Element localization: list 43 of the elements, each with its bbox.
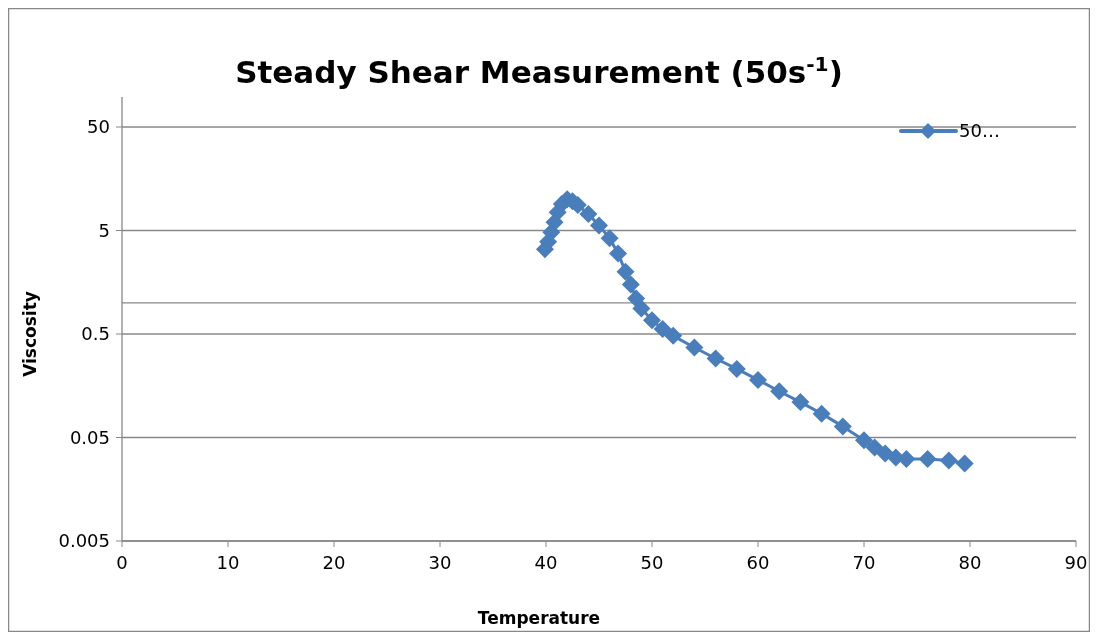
- x-tick-label: 60: [746, 552, 770, 573]
- point: [616, 262, 635, 281]
- point: [727, 359, 746, 378]
- x-tick-label: 10: [216, 552, 240, 573]
- y-axis-title: Viscosity: [20, 291, 40, 377]
- x-tick-label: 80: [958, 552, 982, 573]
- point: [865, 438, 884, 457]
- x-tick-label: 0: [116, 552, 128, 573]
- point: [621, 275, 640, 294]
- point: [609, 244, 628, 263]
- point: [600, 229, 619, 248]
- chart-title: Steady Shear Measurement (50s$^{-1}$): [235, 52, 843, 90]
- point: [579, 205, 598, 224]
- point: [664, 326, 683, 345]
- point: [653, 319, 672, 338]
- point: [939, 451, 958, 470]
- y-tick-label: 50: [87, 116, 110, 138]
- point: [876, 444, 895, 463]
- point: [643, 311, 661, 330]
- x-tick-label: 70: [852, 552, 876, 573]
- point: [955, 454, 974, 473]
- x-tick-label: 30: [428, 552, 452, 573]
- point: [855, 431, 873, 450]
- x-tick-label: 90: [1064, 552, 1088, 573]
- x-tick-label: 50: [640, 552, 664, 573]
- point: [812, 404, 831, 423]
- point: [590, 216, 608, 235]
- y-tick-label: 5: [98, 219, 110, 241]
- point: [791, 393, 810, 412]
- legend-label: 50…: [959, 120, 1000, 142]
- point: [685, 338, 704, 357]
- point: [632, 299, 651, 318]
- x-tick-label: 40: [534, 552, 558, 573]
- point: [749, 370, 767, 389]
- y-tick-label: 0.05: [69, 426, 110, 448]
- x-axis-title: Temperature: [477, 608, 601, 628]
- point: [833, 417, 852, 436]
- x-tick-label: 20: [322, 552, 346, 573]
- point: [706, 349, 725, 368]
- point: [918, 449, 937, 468]
- y-tick-label: 0.005: [58, 530, 110, 552]
- y-tick-label: 0.5: [81, 323, 110, 345]
- point: [770, 382, 789, 401]
